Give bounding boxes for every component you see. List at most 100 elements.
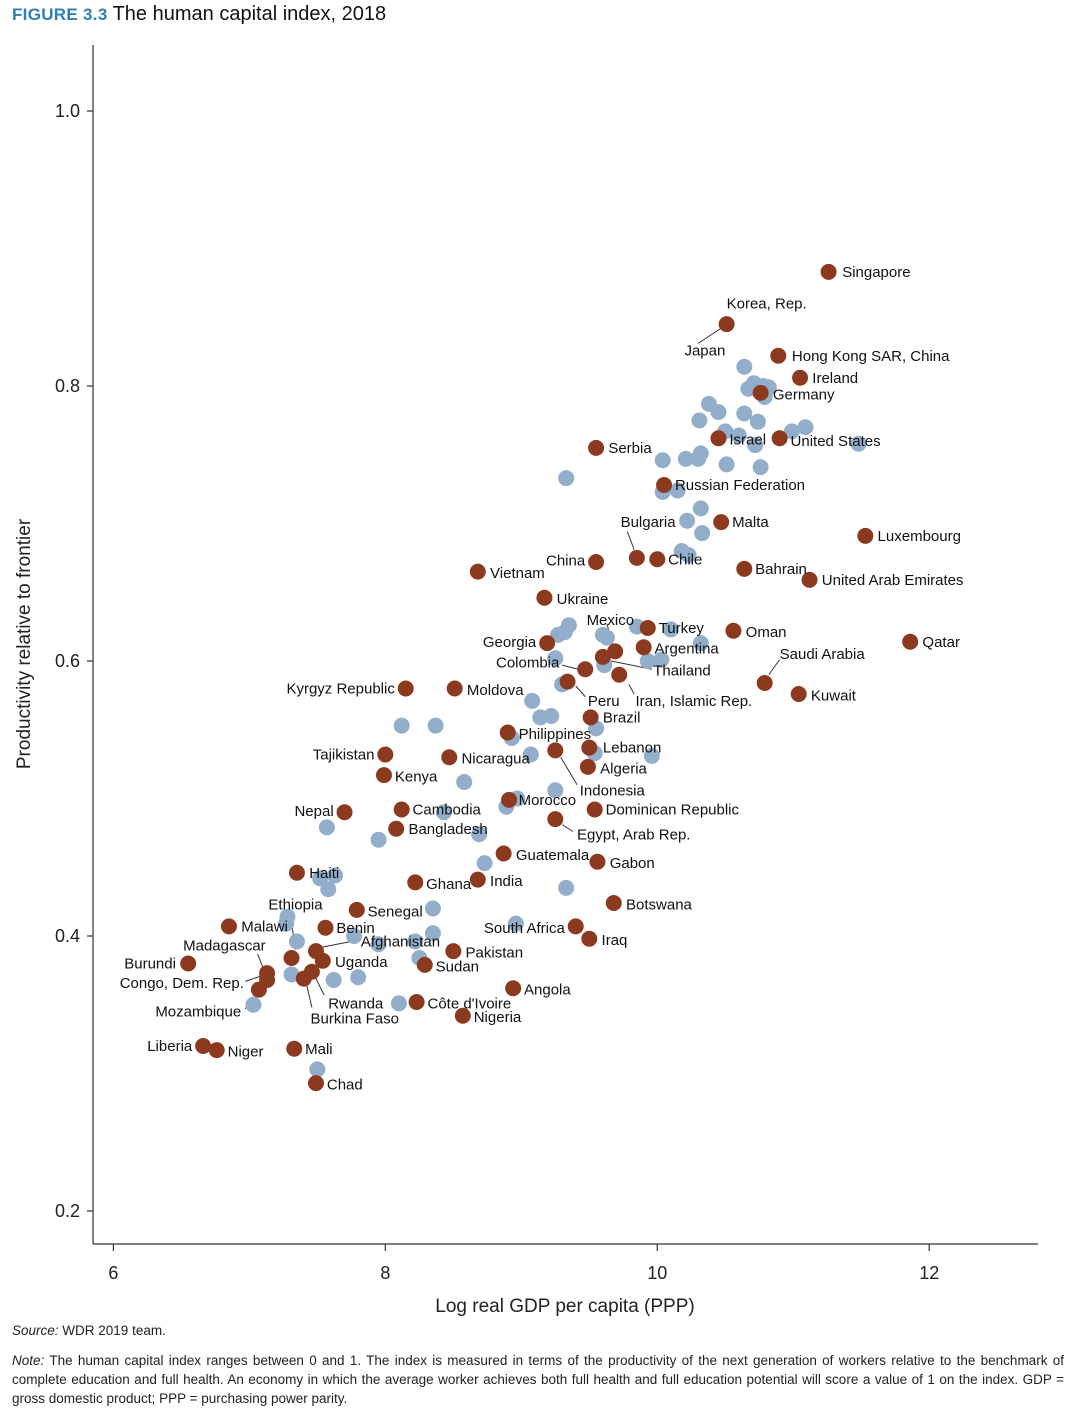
label-ukraine: Ukraine (557, 591, 609, 608)
figure-note: Note: The human capital index ranges bet… (12, 1351, 1064, 1408)
label-nicaragua: Nicaragua (461, 751, 530, 768)
point-indonesia (547, 742, 564, 759)
label-turkey: Turkey (659, 620, 705, 637)
point-qatar (902, 633, 919, 650)
leader-line (575, 685, 586, 698)
label-singapore: Singapore (842, 264, 910, 281)
point-pakistan (445, 943, 462, 960)
label-bahrain: Bahrain (755, 561, 807, 578)
point-moldova (446, 680, 463, 697)
label-indonesia: Indonesia (580, 782, 646, 799)
point-other-economy (550, 626, 567, 643)
point-other-economy (736, 358, 753, 375)
point-other-economy (558, 879, 575, 896)
point-other-economy (370, 831, 387, 848)
label-gabon: Gabon (610, 855, 655, 872)
leader-line (245, 975, 262, 982)
x-tick-label: 6 (108, 1263, 118, 1283)
axis-ticks: 0.2 0.4 0.6 0.8 1.0 6 8 10 12 (55, 101, 939, 1283)
point-other-economy (327, 867, 344, 884)
y-axis-title: Productivity relative to frontier (14, 518, 35, 769)
point-argentina (635, 639, 652, 656)
point-chile (649, 551, 666, 568)
point-other-economy (736, 405, 753, 422)
point-angola (505, 980, 522, 997)
point-other-economy (350, 969, 367, 986)
figure-title: The human capital index, 2018 (112, 3, 387, 25)
point-kenya (375, 767, 392, 784)
point-cote-d-ivoire (408, 994, 425, 1010)
label-saudi-arabia: Saudi Arabia (780, 646, 866, 663)
label-egypt-arab-rep: Egypt, Arab Rep. (577, 826, 690, 843)
point-russian-federation (656, 477, 673, 493)
point-gabon (589, 853, 606, 870)
point-malta (713, 514, 730, 531)
leader-line (314, 975, 325, 996)
label-afghanistan: Afghanistan (361, 934, 440, 951)
label-hong-kong-sar-china: Hong Kong SAR, China (792, 348, 950, 365)
point-other-economy (639, 653, 656, 669)
point-other-economy (407, 933, 424, 950)
point-other-economy (278, 915, 295, 932)
point-lebanon (581, 739, 598, 756)
point-other-economy (752, 459, 769, 476)
point-other-economy (288, 933, 305, 950)
y-tick-label: 1.0 (55, 101, 80, 121)
x-tick-label: 8 (380, 1263, 390, 1283)
label-bangladesh: Bangladesh (408, 821, 487, 838)
label-nigeria: Nigeria (474, 1009, 522, 1026)
label-kuwait: Kuwait (811, 687, 857, 704)
label-georgia: Georgia (483, 634, 537, 651)
leader-line (628, 684, 635, 695)
point-other-economy (424, 900, 441, 917)
label-kenya: Kenya (395, 769, 438, 786)
point-other-economy (320, 881, 337, 898)
point-malawi (220, 918, 237, 935)
label-brazil: Brazil (603, 709, 641, 726)
x-axis-title: Log real GDP per capita (PPP) (435, 1296, 694, 1317)
label-sudan: Sudan (436, 958, 479, 975)
point-korea-rep (718, 316, 735, 333)
point-nepal (336, 804, 353, 821)
point-south-africa (567, 918, 584, 935)
point-other-economy (318, 819, 335, 836)
point-other-economy (547, 782, 564, 799)
point-congo-dem-rep (259, 965, 276, 982)
point-other-economy (558, 470, 575, 487)
label-pakistan: Pakistan (466, 945, 524, 962)
leader-line (768, 659, 781, 676)
label-madagascar: Madagascar (183, 938, 266, 955)
point-cambodia (393, 801, 410, 818)
point-algeria (579, 758, 596, 775)
point-serbia (588, 439, 605, 456)
source-label: Source: (12, 1323, 59, 1338)
label-tajikistan: Tajikistan (313, 747, 375, 764)
point-other-economy (476, 855, 493, 872)
point-other-economy (547, 650, 564, 667)
point-uganda (314, 952, 331, 969)
point-other-economy (677, 450, 694, 467)
label-ireland: Ireland (812, 370, 858, 387)
label-angola: Angola (524, 982, 571, 999)
point-other-economy (598, 629, 615, 646)
point-singapore (820, 263, 837, 280)
label-burkina-faso: Burkina Faso (311, 1011, 399, 1028)
point-other-economy (283, 966, 300, 983)
point-germany (752, 384, 769, 401)
point-other-economy (522, 746, 539, 763)
label-rwanda: Rwanda (328, 995, 384, 1012)
label-japan: Japan (684, 342, 725, 359)
x-tick-label: 10 (647, 1263, 667, 1283)
point-other-economy (643, 747, 660, 764)
point-hong-kong-sar-china (770, 347, 787, 364)
point-other-economy (710, 404, 727, 421)
point-other-economy (532, 709, 549, 726)
point-niger (208, 1042, 225, 1059)
point-mozambique (250, 981, 267, 998)
point-israel (710, 430, 727, 447)
label-ghana: Ghana (426, 876, 472, 893)
label-burundi: Burundi (124, 956, 176, 973)
point-other-economy (346, 928, 363, 944)
point-bahrain (736, 560, 753, 577)
labeled-economy-points (180, 263, 919, 1092)
